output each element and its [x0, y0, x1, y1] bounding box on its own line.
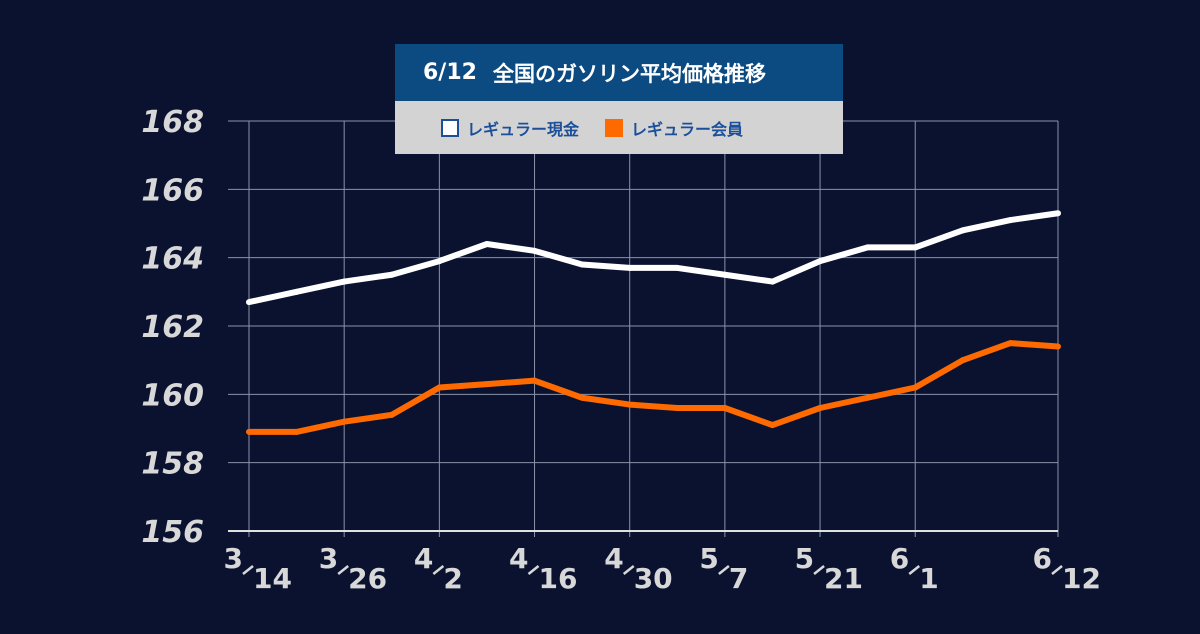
y-tick-label: 168	[141, 105, 204, 140]
chart-title-date: 6/12	[423, 60, 477, 85]
x-tick-day: 7	[729, 562, 748, 595]
x-tick-slash	[622, 565, 635, 575]
x-tick-day: 21	[824, 562, 863, 595]
data-point-0-8	[626, 264, 633, 271]
x-tick-slash	[432, 565, 445, 575]
x-tick-slash	[908, 565, 921, 575]
x-tick-day: 26	[348, 562, 387, 595]
x-tick-slash	[527, 565, 540, 575]
data-point-0-11	[769, 278, 776, 285]
x-tick-label: 61	[890, 542, 939, 595]
chart-title-bar: 6/12 全国のガソリン平均価格推移	[395, 44, 843, 101]
chart-title: 全国のガソリン平均価格推移	[492, 61, 766, 86]
y-tick-label: 160	[141, 378, 204, 413]
data-point-0-14	[912, 244, 919, 251]
data-point-1-16	[1007, 340, 1014, 347]
x-tick-slash	[337, 565, 349, 575]
data-point-1-10	[721, 405, 728, 411]
data-point-1-15	[959, 357, 966, 364]
x-tick-label: 4 16	[509, 542, 577, 595]
data-point-0-13	[864, 244, 871, 251]
x-tick-label: 6 12	[1033, 542, 1101, 595]
data-point-0-6	[531, 247, 538, 254]
x-tick-month: 6	[890, 542, 909, 575]
x-tick-slash	[813, 565, 825, 575]
data-point-1-0	[246, 428, 252, 435]
series-line-0	[248, 210, 1059, 306]
y-tick-label: 156	[141, 515, 204, 550]
x-tick-slash	[718, 565, 730, 575]
data-point-0-4	[436, 258, 443, 265]
data-point-1-7	[579, 394, 586, 401]
data-point-1-13	[864, 394, 871, 401]
x-tick-label: 42	[414, 542, 463, 595]
data-point-1-14	[912, 384, 919, 391]
x-tick-day: 16	[539, 562, 578, 595]
legend-label-cash: レギュラー現金	[467, 119, 580, 139]
data-point-1-5	[483, 381, 490, 388]
legend: 6/12 全国のガソリン平均価格推移 レギュラー現金 レギュラー会員	[395, 44, 843, 154]
x-tick-month: 6	[1033, 542, 1052, 575]
data-point-1-1	[293, 428, 300, 435]
data-point-1-17	[1055, 343, 1061, 350]
x-tick-day: 14	[253, 562, 292, 595]
x-tick-month: 3	[319, 542, 338, 575]
x-tick-day: 30	[634, 562, 673, 595]
x-tick-month: 5	[699, 542, 718, 575]
data-point-0-12	[817, 258, 824, 265]
data-point-1-11	[769, 422, 776, 429]
data-point-0-9	[674, 264, 681, 271]
data-point-0-16	[1007, 217, 1014, 224]
data-point-1-8	[626, 401, 633, 408]
x-tick-month: 4	[414, 542, 433, 575]
x-tick-day: 1	[919, 562, 938, 595]
x-tick-label: 3 26	[319, 542, 387, 595]
x-tick-label: 57	[699, 542, 748, 595]
x-tick-day: 2	[443, 562, 462, 595]
x-tick-slash	[1051, 565, 1063, 575]
x-tick-month: 4	[509, 542, 528, 575]
data-point-1-3	[388, 411, 395, 418]
x-tick-label: 3 14	[224, 542, 292, 595]
data-point-0-15	[959, 227, 966, 234]
x-tick-month: 3	[224, 542, 243, 575]
data-point-1-12	[817, 405, 824, 411]
y-tick-label: 164	[141, 242, 204, 277]
data-point-0-0	[246, 299, 252, 306]
legend-entries: レギュラー現金 レギュラー会員	[395, 101, 843, 154]
data-point-0-5	[483, 241, 490, 247]
y-tick-label: 166	[141, 173, 204, 208]
x-tick-label: 5 21	[795, 542, 863, 595]
legend-swatch-white-icon	[441, 118, 459, 137]
data-point-1-9	[674, 405, 681, 411]
series-line-1	[249, 340, 1059, 435]
data-point-0-1	[293, 288, 300, 295]
data-point-0-3	[388, 271, 395, 278]
data-point-0-17	[1055, 210, 1061, 217]
y-tick-label: 158	[141, 447, 204, 482]
legend-swatch-orange-icon	[605, 118, 624, 137]
data-point-0-7	[579, 261, 586, 268]
x-tick-slash	[242, 565, 254, 575]
x-tick-label: 4 30	[604, 542, 672, 595]
legend-label-member: レギュラー会員	[631, 119, 744, 139]
y-tick-label: 162	[141, 310, 204, 345]
legend-entry-member: レギュラー会員	[605, 116, 743, 140]
data-point-1-2	[341, 418, 348, 425]
data-point-0-2	[341, 278, 348, 285]
x-tick-month: 4	[604, 542, 623, 575]
data-point-1-4	[436, 384, 443, 391]
data-point-1-6	[531, 377, 538, 384]
x-tick-day: 12	[1062, 562, 1101, 595]
legend-entry-cash: レギュラー現金	[441, 116, 579, 140]
x-tick-month: 5	[795, 542, 814, 575]
data-point-0-10	[721, 271, 728, 278]
